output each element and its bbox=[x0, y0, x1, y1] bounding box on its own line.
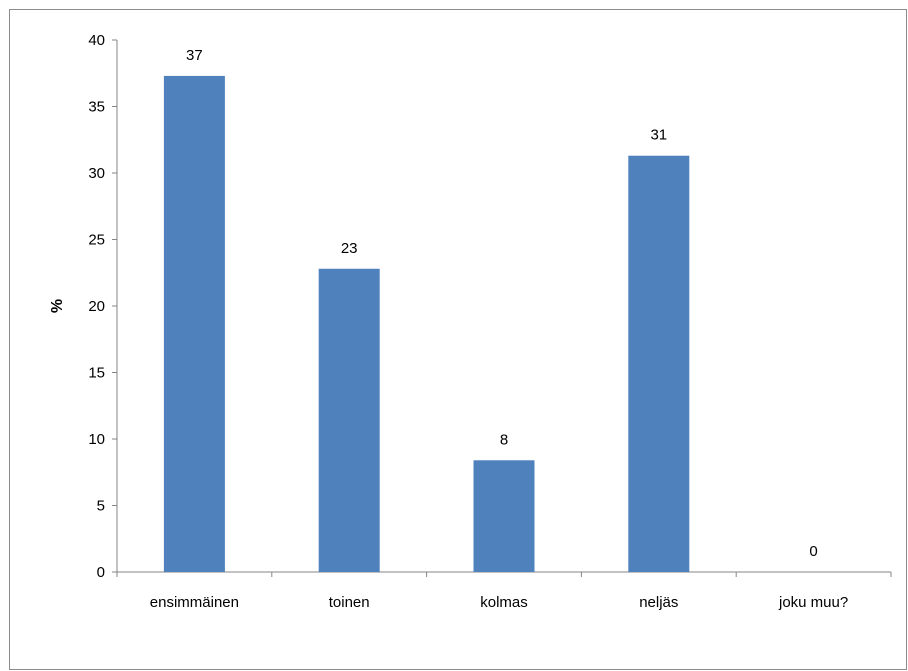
category-label: neljäs bbox=[639, 594, 678, 611]
bar bbox=[163, 75, 225, 572]
data-label: 0 bbox=[809, 543, 817, 560]
data-label: 8 bbox=[500, 431, 508, 448]
category-labels: ensimmäinen toinen kolmas neljäs joku muu? bbox=[150, 594, 848, 611]
y-tick-label: 15 bbox=[88, 365, 105, 382]
y-tick-label: 20 bbox=[88, 298, 105, 315]
y-tick-label: 30 bbox=[88, 165, 105, 182]
x-ticks bbox=[116, 572, 892, 577]
category-label: joku muu? bbox=[778, 594, 848, 611]
bars bbox=[163, 75, 690, 572]
y-axis-group: 0 5 10 15 20 25 30 35 40 bbox=[88, 32, 118, 581]
data-labels: 37 23 8 31 0 bbox=[186, 47, 818, 560]
y-tick-label: 10 bbox=[88, 431, 105, 448]
y-tick-label: 40 bbox=[88, 32, 105, 49]
data-label: 31 bbox=[650, 127, 667, 144]
category-label: toinen bbox=[329, 594, 370, 611]
y-tick-label: 0 bbox=[97, 564, 105, 581]
x-axis-group bbox=[116, 571, 892, 577]
bar bbox=[473, 460, 535, 572]
category-label: kolmas bbox=[480, 594, 528, 611]
data-label: 37 bbox=[186, 47, 203, 64]
y-tick-label: 35 bbox=[88, 99, 105, 116]
y-axis-title: % bbox=[49, 299, 66, 313]
bar bbox=[318, 268, 380, 572]
y-tick-label: 25 bbox=[88, 232, 105, 249]
y-ticks: 0 5 10 15 20 25 30 35 40 bbox=[88, 32, 117, 581]
bar bbox=[628, 155, 690, 572]
chart-frame bbox=[9, 9, 907, 670]
category-label: ensimmäinen bbox=[150, 594, 239, 611]
data-label: 23 bbox=[341, 240, 358, 257]
y-tick-label: 5 bbox=[97, 498, 105, 515]
